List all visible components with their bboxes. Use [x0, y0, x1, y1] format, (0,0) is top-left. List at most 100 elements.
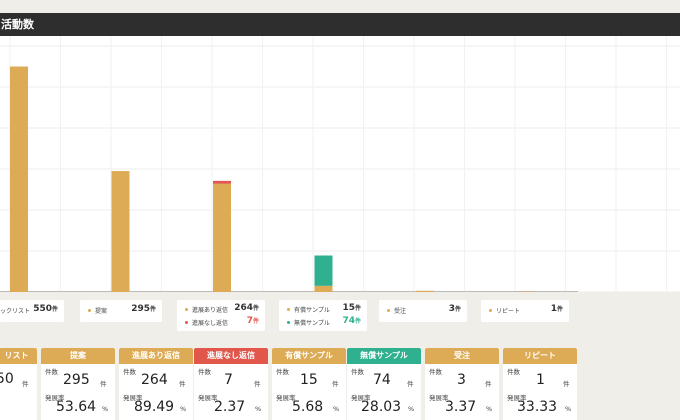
- stat-card-reply: 進展あり返信 件数 264 件 発展率 89.49 %: [119, 348, 193, 420]
- bar-無償サンプル-有償サンプル: [314, 255, 333, 286]
- stat-rate-unit: %: [333, 405, 340, 413]
- legend-label: 受注: [394, 308, 407, 315]
- legend-unit: 件: [51, 306, 58, 313]
- stat-count-label: 件数: [198, 368, 211, 376]
- legend-dot: [185, 308, 188, 311]
- stat-count: 7: [224, 372, 233, 388]
- stat-rate: 28.03: [361, 399, 402, 415]
- legend-value: 264件: [234, 303, 259, 313]
- legend-value: 550件: [33, 304, 58, 314]
- legend-card-proposal: 提案 295件: [80, 300, 162, 322]
- stat-card-title: 進展あり返信: [119, 348, 193, 364]
- legend-number: 264: [234, 303, 253, 313]
- legend-row: 進展なし返信 7件: [177, 316, 265, 328]
- stat-rate-label: 発展率: [276, 394, 296, 402]
- stat-rate-unit: %: [255, 405, 262, 413]
- legend-row: 受注 3件: [379, 304, 467, 316]
- legend-label: 有償サンプル: [294, 307, 330, 314]
- legend-number: 295: [131, 304, 150, 314]
- legend-card-sample: 有償サンプル 15件 無償サンプル 74件: [279, 300, 367, 331]
- stat-rate-unit: %: [102, 405, 109, 413]
- stat-card-free-sample: 無償サンプル 件数 74 件 発展率 28.03 %: [347, 348, 421, 420]
- stat-count-label: 件数: [507, 368, 520, 376]
- stat-card-title: リピート: [503, 348, 577, 364]
- stat-count: 295: [63, 372, 90, 388]
- stat-count-unit: 件: [179, 380, 186, 388]
- legend-dot: [287, 308, 290, 311]
- stat-count: 1: [536, 372, 545, 388]
- legend-value: 295件: [131, 304, 156, 314]
- legend-unit: 件: [354, 318, 361, 325]
- legend-unit: 件: [354, 305, 361, 312]
- stat-rate-label: 発展率: [507, 394, 527, 402]
- chart-grid: [0, 36, 680, 293]
- legend-label: 無償サンプル: [294, 320, 330, 327]
- stat-count-unit: 件: [254, 380, 261, 388]
- legend-dot: [489, 309, 492, 312]
- legend-unit: 件: [252, 305, 259, 312]
- stat-card-repeat: リピート 件数 1 件 発展率 33.33 %: [503, 348, 577, 420]
- stat-card-title: 提案: [41, 348, 115, 364]
- stat-card-no-reply: 進展なし返信 件数 7 件 発展率 2.37 %: [194, 348, 268, 420]
- legend-dot: [88, 309, 91, 312]
- legend-value: 7件: [247, 316, 259, 326]
- stat-card-proposal: 提案 件数 295 件 発展率 53.64 %: [41, 348, 115, 420]
- stat-count: 264: [141, 372, 168, 388]
- legend-number: 15: [342, 303, 355, 313]
- stat-card-paid-sample: 有償サンプル 件数 15 件 発展率 5.68 %: [272, 348, 346, 420]
- stat-count-label: 件数: [351, 368, 364, 376]
- legend-label: ックリスト: [0, 308, 31, 315]
- legend-value: 74件: [342, 316, 361, 326]
- stat-count-unit: 件: [485, 380, 492, 388]
- legend-dot: [287, 321, 290, 324]
- bar-main-リスト: [10, 66, 28, 292]
- stat-card-order: 受注 件数 3 件 発展率 3.37 %: [425, 348, 499, 420]
- legend-row: リピート 1件: [481, 304, 569, 316]
- legend-dot: [387, 309, 390, 312]
- legend-number: 550: [33, 304, 52, 314]
- legend-card-order: 受注 3件: [379, 300, 467, 322]
- legend-number: 7: [246, 316, 253, 326]
- stat-count-label: 件数: [123, 368, 136, 376]
- legend-value: 1件: [551, 304, 563, 314]
- stat-card-title: 無償サンプル: [347, 348, 421, 364]
- stat-rate: 2.37: [214, 399, 246, 415]
- legend-label: リピート: [496, 308, 521, 315]
- stat-card-title: 受注: [425, 348, 499, 364]
- stat-rate: 5.68: [292, 399, 324, 415]
- stat-count-label: 件数: [276, 368, 289, 376]
- legend-row: 提案 295件: [80, 304, 162, 316]
- bar-main-受注: [416, 290, 434, 292]
- stat-count-unit: 件: [332, 380, 339, 388]
- stat-rate-label: 発展率: [198, 394, 218, 402]
- legend-unit: 件: [454, 306, 461, 313]
- legend-value: 15件: [342, 303, 361, 313]
- bar-進展なし返信-進展あり返信: [213, 180, 231, 184]
- legend-dot: [185, 321, 188, 324]
- bar-main-有償サンプル: [314, 285, 333, 292]
- legend-card-reply: 進展あり返信 264件 進展なし返信 7件: [177, 300, 265, 331]
- stat-rate-unit: %: [486, 405, 493, 413]
- legend-number: 1: [550, 304, 557, 314]
- stat-card-list: リスト 50 件: [0, 348, 37, 420]
- stat-card-title: 有償サンプル: [272, 348, 346, 364]
- bar-main-進展あり返信: [213, 183, 231, 292]
- legend-number: 74: [342, 316, 355, 326]
- legend-row: 進展あり返信 264件: [177, 303, 265, 315]
- stat-rate: 53.64: [56, 399, 97, 415]
- legend-label: 進展なし返信: [192, 320, 229, 327]
- stat-count-label: 件数: [429, 368, 442, 376]
- stat-rate-unit: %: [408, 405, 415, 413]
- legend-unit: 件: [252, 318, 259, 325]
- stat-rate: 89.49: [134, 399, 175, 415]
- section-title: 活動数: [1, 18, 34, 31]
- legend-card-repeat: リピート 1件: [481, 300, 569, 322]
- stat-count-label: 件数: [45, 368, 58, 376]
- stat-card-title: リスト: [0, 348, 37, 364]
- legend-unit: 件: [556, 306, 563, 313]
- legend-value: 3件: [449, 304, 461, 314]
- stat-rate-label: 発展率: [429, 394, 449, 402]
- legend-card-list: ックリスト 550件: [0, 300, 64, 322]
- legend-number: 3: [448, 304, 455, 314]
- stat-rate: 3.37: [445, 399, 477, 415]
